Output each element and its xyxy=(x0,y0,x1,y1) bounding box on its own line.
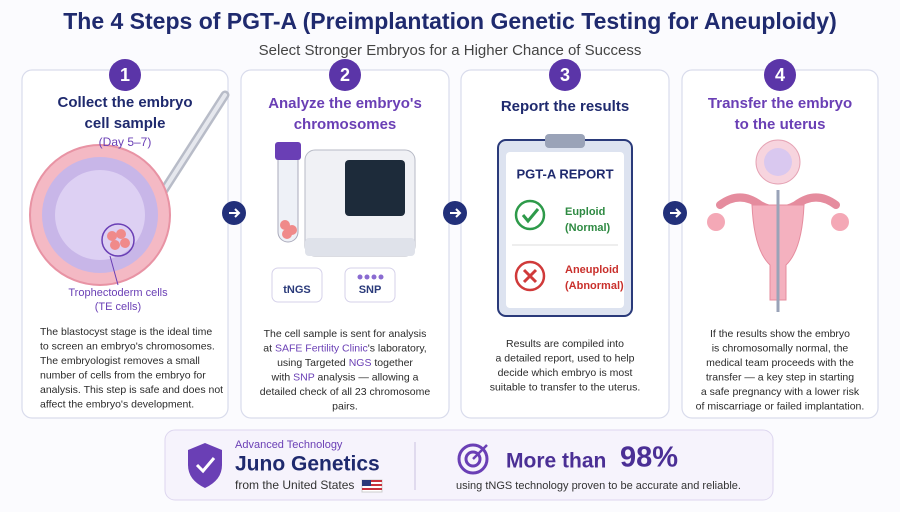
description-segment: at xyxy=(263,342,275,354)
description-line: of miscarriage or failed implantation. xyxy=(696,400,865,412)
description-line: analysis. This step is safe and does not xyxy=(40,384,223,396)
banner: Advanced Technology Juno Genetics from t… xyxy=(164,429,774,501)
description-line: Results are compiled into xyxy=(506,338,624,350)
step-heading: Analyze the embryo's xyxy=(268,95,422,112)
description-line: transfer — a key step in starting xyxy=(706,371,854,383)
step-number: 3 xyxy=(560,65,570,85)
step-note: (Day 5–7) xyxy=(99,135,152,149)
description-segment: analysis — allowing a xyxy=(315,371,419,383)
description-line: suitable to transfer to the uterus. xyxy=(490,381,641,393)
report-result: (Normal) xyxy=(565,222,611,234)
description-line: The embryologist removes a small xyxy=(40,355,200,367)
claim-note: using tNGS technology proven to be accur… xyxy=(456,480,741,492)
banner-label: Advanced Technology xyxy=(235,439,343,451)
step-heading: cell sample xyxy=(85,115,166,132)
step-heading: Transfer the embryo xyxy=(708,95,852,112)
step-number: 1 xyxy=(120,65,130,85)
arrow xyxy=(443,201,467,225)
arrow xyxy=(222,201,246,225)
description-segment: 's laboratory, xyxy=(368,342,427,354)
step-heading: Report the results xyxy=(501,98,629,115)
step-heading: Collect the embryo xyxy=(57,94,192,111)
step-heading: chromosomes xyxy=(294,116,397,133)
report-result: Euploid xyxy=(565,206,605,218)
description-line: a safe pregnancy with a lower risk xyxy=(701,386,860,398)
company: Juno Genetics xyxy=(235,453,380,476)
description-segment: together xyxy=(371,357,413,369)
step-number: 2 xyxy=(340,65,350,85)
report-title: PGT-A REPORT xyxy=(516,166,613,181)
blastocyst-illustration xyxy=(29,90,230,286)
step-badge xyxy=(764,59,796,91)
description-line: affect the embryo's development. xyxy=(40,398,194,410)
step-badge xyxy=(109,59,141,91)
description-line: with SNP analysis — allowing a xyxy=(271,371,419,383)
description-line: to screen an embryo's chromosomes. xyxy=(40,340,215,352)
subtitle: Select Stronger Embryos for a Higher Cha… xyxy=(259,42,642,59)
claim-prefix: More than xyxy=(506,450,606,473)
description-line: a detailed report, used to help xyxy=(496,352,635,364)
uterus-illustration xyxy=(707,139,849,312)
step-heading: to the uterus xyxy=(735,116,826,133)
description-line: The cell sample is sent for analysis xyxy=(264,328,427,340)
description-line: The blastocyst stage is the ideal time xyxy=(40,326,212,338)
description-line: at SAFE Fertility Clinic's laboratory, xyxy=(263,342,426,354)
lab-illustration xyxy=(271,142,416,303)
description-line: number of cells from the embryo for xyxy=(40,369,206,381)
arrows xyxy=(222,201,687,225)
step-number: 4 xyxy=(775,65,785,85)
description-line: using Targeted NGS together xyxy=(277,357,413,369)
description-segment: NGS xyxy=(349,357,372,369)
caption: Trophectoderm cells xyxy=(68,287,168,299)
description-line: is chromosomally normal, the xyxy=(712,342,849,354)
description-line: If the results show the embryo xyxy=(710,328,850,340)
description-segment: using Targeted xyxy=(277,357,349,369)
step-badge xyxy=(329,59,361,91)
caption: (TE cells) xyxy=(95,301,141,313)
tech-badge: SNP xyxy=(359,284,382,296)
tech-badge: tNGS xyxy=(283,284,311,296)
description-segment: SAFE Fertility Clinic xyxy=(275,342,368,354)
description-segment: SNP xyxy=(293,371,315,383)
step-badge xyxy=(549,59,581,91)
arrow xyxy=(663,201,687,225)
description-line: decide which embryo is most xyxy=(498,367,633,379)
description-line: medical team proceeds with the xyxy=(706,357,854,369)
description-line: pairs. xyxy=(332,400,358,412)
description-segment: with xyxy=(271,371,294,383)
report-result: (Abnormal) xyxy=(565,280,624,292)
report-illustration xyxy=(497,134,633,317)
description-line: detailed check of all 23 chromosome xyxy=(260,386,431,398)
report-result: Aneuploid xyxy=(565,264,619,276)
claim-value: 98% xyxy=(620,442,678,474)
origin: from the United States xyxy=(235,478,354,492)
title: The 4 Steps of PGT-A (Preimplantation Ge… xyxy=(63,8,837,34)
